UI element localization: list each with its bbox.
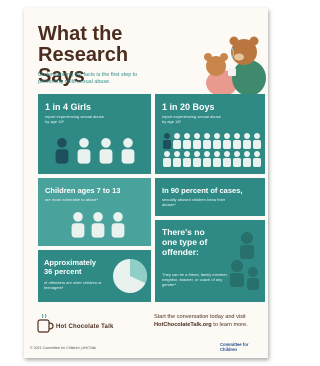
fact-heading: 1 in 20 Boys bbox=[162, 102, 215, 112]
person-icon bbox=[113, 212, 123, 222]
person-icon bbox=[243, 158, 251, 167]
cta-text: Start the conversation today and visit bbox=[154, 314, 246, 320]
person-icon bbox=[164, 133, 170, 139]
person-icon bbox=[234, 133, 240, 139]
person-icon bbox=[163, 158, 171, 167]
fact-heading: Children ages 7 to 13 bbox=[45, 186, 120, 195]
person-icon bbox=[204, 151, 210, 157]
person-icon bbox=[234, 151, 240, 157]
person-icon bbox=[254, 151, 260, 157]
person-icon bbox=[233, 140, 241, 149]
person-icon bbox=[244, 151, 250, 157]
person-icon bbox=[243, 140, 251, 149]
person-icon bbox=[112, 223, 125, 237]
person-icon bbox=[213, 158, 221, 167]
fact-card: In 90 percent of cases, sexually abused … bbox=[155, 178, 265, 216]
fact-card: Approximately 36 percent of offenders ar… bbox=[38, 250, 151, 302]
person-icon bbox=[193, 140, 201, 149]
person-icon bbox=[174, 151, 180, 157]
person-icon bbox=[57, 138, 67, 148]
person-icon bbox=[78, 149, 91, 163]
fact-text: report experiencing sexual abuse by age … bbox=[162, 114, 222, 124]
person-icon bbox=[224, 133, 230, 139]
person-icon bbox=[92, 223, 105, 237]
mug-icon bbox=[36, 314, 54, 334]
person-icon bbox=[214, 151, 220, 157]
fact-text: They can be a friend, family member, nei… bbox=[162, 272, 232, 287]
person-icon bbox=[244, 133, 250, 139]
person-icon bbox=[122, 149, 135, 163]
person-icon bbox=[184, 151, 190, 157]
person-icon bbox=[183, 140, 191, 149]
pie-illustration bbox=[110, 256, 150, 296]
person-icon bbox=[79, 138, 89, 148]
person-icon bbox=[173, 158, 181, 167]
bears-illustration bbox=[194, 28, 266, 96]
logo-text: Hot Chocolate Talk bbox=[56, 324, 114, 330]
fact-text: sexually abused children know their abus… bbox=[162, 197, 232, 207]
person-icon bbox=[73, 212, 83, 222]
fact-card: 1 in 4 Girls report experiencing sexual … bbox=[38, 94, 151, 174]
fact-card: There's no one type of offender: They ca… bbox=[155, 220, 265, 302]
girls-icons bbox=[52, 136, 142, 166]
subtitle: Understanding the facts is the first ste… bbox=[38, 72, 158, 86]
person-icon bbox=[101, 138, 111, 148]
boys-icons bbox=[161, 132, 261, 170]
person-icon bbox=[72, 223, 85, 237]
person-icon bbox=[223, 158, 231, 167]
brand-logo: Committee for Children bbox=[220, 343, 260, 352]
person-icon bbox=[253, 140, 261, 149]
cta-link[interactable]: HotChocolateTalk.org bbox=[154, 322, 212, 328]
person-icon bbox=[193, 158, 201, 167]
fact-card: Children ages 7 to 13 are most vulnerabl… bbox=[38, 178, 151, 246]
person-icon bbox=[163, 140, 171, 149]
screen: {"header": {"title": "What the Research … bbox=[0, 0, 288, 366]
person-icon bbox=[203, 140, 211, 149]
person-icon bbox=[194, 151, 200, 157]
person-icon bbox=[204, 133, 210, 139]
person-icon bbox=[183, 158, 191, 167]
person-icon bbox=[203, 158, 211, 167]
call-to-action: Start the conversation today and visit H… bbox=[154, 313, 264, 329]
fact-heading: 1 in 4 Girls bbox=[45, 102, 91, 112]
person-icon bbox=[214, 133, 220, 139]
person-icon bbox=[93, 212, 103, 222]
person-icon bbox=[253, 158, 261, 167]
infographic-page: What the Research Says Understanding the… bbox=[24, 8, 268, 358]
person-icon bbox=[100, 149, 113, 163]
cta-text: to learn more. bbox=[213, 322, 248, 328]
person-icon bbox=[184, 133, 190, 139]
person-icon bbox=[164, 151, 170, 157]
fact-heading: Approximately 36 percent bbox=[44, 258, 104, 276]
person-icon bbox=[233, 158, 241, 167]
fact-text: are most vulnerable to abuse* bbox=[45, 197, 135, 202]
person-icon bbox=[194, 133, 200, 139]
fact-heading: There's no one type of offender: bbox=[162, 227, 220, 257]
children-icons bbox=[68, 210, 128, 242]
fact-heading: In 90 percent of cases, bbox=[162, 186, 242, 195]
fact-text: of offenders are older children or teena… bbox=[44, 280, 102, 290]
person-icon bbox=[224, 151, 230, 157]
fact-text: report experiencing sexual abuse by age … bbox=[45, 114, 105, 124]
person-icon bbox=[173, 140, 181, 149]
fact-card: 1 in 20 Boys report experiencing sexual … bbox=[155, 94, 265, 174]
person-icon bbox=[213, 140, 221, 149]
person-icon bbox=[223, 140, 231, 149]
person-icon bbox=[123, 138, 133, 148]
person-icon bbox=[254, 133, 260, 139]
person-icon bbox=[56, 149, 69, 163]
person-icon bbox=[174, 133, 180, 139]
offender-icons bbox=[225, 228, 263, 298]
copyright: © 2021 Committee for Children | #HCTalk bbox=[30, 346, 96, 350]
